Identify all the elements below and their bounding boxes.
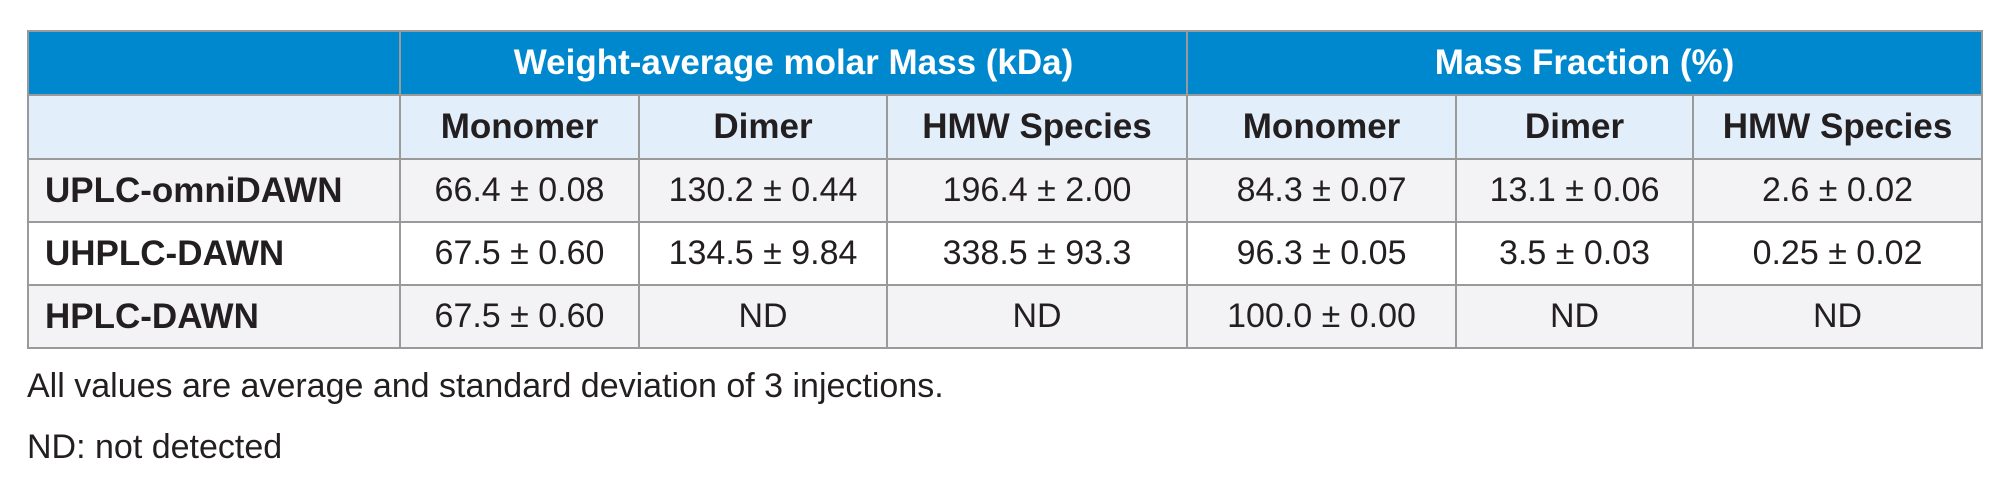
- footnote-injections: All values are average and standard devi…: [27, 367, 944, 405]
- sub-header-row: Monomer Dimer HMW Species Monomer Dimer …: [27, 94, 1984, 160]
- header-mass-fraction: Mass Fraction (%): [1186, 30, 1984, 96]
- table-cell: ND: [1692, 284, 1984, 349]
- sub-header-mf-hmw: HMW Species: [1692, 94, 1984, 160]
- table-cell: 196.4 ± 2.00: [885, 158, 1189, 223]
- table-cell: 0.25 ± 0.02: [1692, 221, 1984, 286]
- header-corner-cell: [27, 30, 401, 96]
- table-cell: 67.5 ± 0.60: [399, 221, 640, 286]
- sub-header-mm-dimer: Dimer: [638, 94, 888, 160]
- row-label: UPLC-omniDAWN: [27, 158, 401, 223]
- table-row: HPLC-DAWN 67.5 ± 0.60 ND ND 100.0 ± 0.00…: [27, 284, 1984, 349]
- table-cell: ND: [1455, 284, 1695, 349]
- table-cell: 134.5 ± 9.84: [638, 221, 888, 286]
- table-row: UPLC-omniDAWN 66.4 ± 0.08 130.2 ± 0.44 1…: [27, 158, 1984, 223]
- sub-header-empty: [27, 94, 401, 160]
- row-label: HPLC-DAWN: [27, 284, 401, 349]
- table-cell: ND: [885, 284, 1189, 349]
- sub-header-mm-hmw: HMW Species: [885, 94, 1189, 160]
- table-cell: 13.1 ± 0.06: [1455, 158, 1695, 223]
- table-cell: 2.6 ± 0.02: [1692, 158, 1984, 223]
- results-table: Weight-average molar Mass (kDa) Mass Fra…: [27, 30, 1984, 349]
- table-cell: ND: [638, 284, 888, 349]
- footnote-not-detected: ND: not detected: [27, 428, 283, 466]
- sub-header-mf-monomer: Monomer: [1186, 94, 1458, 160]
- table-row: UHPLC-DAWN 67.5 ± 0.60 134.5 ± 9.84 338.…: [27, 221, 1984, 286]
- group-header-row: Weight-average molar Mass (kDa) Mass Fra…: [27, 30, 1984, 96]
- table-cell: 338.5 ± 93.3: [885, 221, 1189, 286]
- table-cell: 130.2 ± 0.44: [638, 158, 888, 223]
- table-cell: 84.3 ± 0.07: [1186, 158, 1458, 223]
- table-cell: 96.3 ± 0.05: [1186, 221, 1458, 286]
- table-cell: 3.5 ± 0.03: [1455, 221, 1695, 286]
- header-molar-mass: Weight-average molar Mass (kDa): [398, 30, 1189, 96]
- sub-header-mf-dimer: Dimer: [1455, 94, 1695, 160]
- sub-header-mm-monomer: Monomer: [399, 94, 640, 160]
- table-cell: 100.0 ± 0.00: [1186, 284, 1458, 349]
- row-label: UHPLC-DAWN: [27, 221, 401, 286]
- table-cell: 67.5 ± 0.60: [399, 284, 640, 349]
- table-cell: 66.4 ± 0.08: [399, 158, 640, 223]
